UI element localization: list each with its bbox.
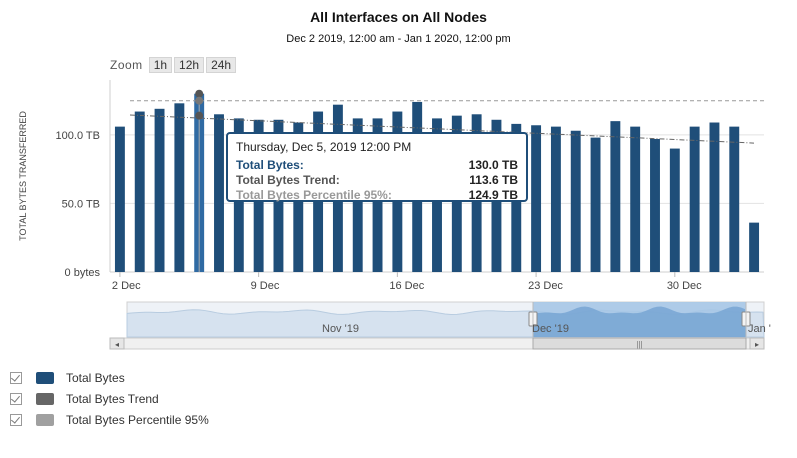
highlight-point: [195, 89, 204, 98]
bar[interactable]: [570, 130, 581, 272]
x-tick-label: 2 Dec: [112, 280, 141, 292]
chart-subtitle: Dec 2 2019, 12:00 am - Jan 1 2020, 12:00…: [286, 33, 511, 45]
scrollbar-grip-icon: |||: [636, 340, 642, 349]
bar[interactable]: [174, 103, 185, 272]
bar[interactable]: [610, 121, 621, 273]
legend-label: Total Bytes Percentile 95%: [66, 413, 209, 427]
bar[interactable]: [709, 122, 720, 272]
tooltip-label: Total Bytes Percentile 95%:: [236, 188, 392, 202]
tooltip: Thursday, Dec 5, 2019 12:00 PM Total Byt…: [226, 132, 528, 202]
legend-swatch: [36, 372, 54, 384]
navigator-selected-series: [533, 306, 746, 337]
legend-item-trend[interactable]: Total Bytes Trend: [10, 389, 209, 409]
legend-item-percentile[interactable]: Total Bytes Percentile 95%: [10, 410, 209, 430]
zoom-24h-button[interactable]: 24h: [206, 57, 237, 73]
chart-area: 0 bytes 50.0 TB 100.0 TB 2 Dec 9 Dec 16 Dec 23…: [18, 80, 771, 350]
legend-swatch: [36, 393, 54, 405]
checkbox-icon[interactable]: [10, 393, 22, 405]
bar[interactable]: [729, 126, 740, 272]
legend-label: Total Bytes Trend: [66, 392, 159, 406]
navigator-label: Nov '19: [322, 323, 359, 335]
legend-swatch: [36, 414, 54, 426]
bar[interactable]: [550, 126, 561, 272]
tooltip-row-total-bytes: Total Bytes: 130.0 TB: [236, 158, 518, 172]
zoom-1h-button[interactable]: 1h: [148, 57, 173, 73]
tooltip-value: 124.9 TB: [468, 188, 518, 202]
bar[interactable]: [689, 126, 700, 272]
navigator[interactable]: Nov '19 Dec '19 Jan ' ||| ◂ ▸: [109, 301, 771, 350]
tooltip-value: 130.0 TB: [468, 158, 518, 172]
navigator-label: Dec '19: [532, 323, 569, 335]
scroll-right-button[interactable]: [749, 337, 765, 350]
tooltip-label: Total Bytes Trend:: [236, 173, 340, 187]
y-tick-label: 100.0 TB: [56, 130, 100, 142]
checkbox-icon[interactable]: [10, 372, 22, 384]
chart-title: All Interfaces on All Nodes: [310, 9, 487, 25]
bar[interactable]: [214, 114, 224, 273]
checkbox-icon[interactable]: [10, 414, 22, 426]
bar[interactable]: [650, 138, 660, 272]
y-tick-label: 50.0 TB: [62, 198, 100, 210]
tooltip-row-percentile: Total Bytes Percentile 95%: 124.9 TB: [236, 188, 518, 202]
legend-item-total-bytes[interactable]: Total Bytes: [10, 368, 209, 388]
x-tick-label: 30 Dec: [667, 280, 702, 292]
zoom-12h-button[interactable]: 12h: [174, 57, 205, 73]
tooltip-row-trend: Total Bytes Trend: 113.6 TB: [236, 173, 518, 187]
bar[interactable]: [531, 125, 542, 272]
navigator-label: Jan ': [748, 323, 771, 335]
x-tick-label: 9 Dec: [251, 280, 280, 292]
arrow-left-icon: ◂: [115, 340, 119, 349]
zoom-controls: Zoom 1h 12h 24h: [110, 57, 237, 73]
bar[interactable]: [154, 108, 165, 272]
tooltip-label: Total Bytes:: [236, 158, 304, 172]
bar[interactable]: [114, 126, 125, 272]
bar[interactable]: [134, 111, 145, 273]
y-tick-label: 0 bytes: [65, 267, 101, 279]
bar[interactable]: [749, 222, 760, 272]
tooltip-date: Thursday, Dec 5, 2019 12:00 PM: [236, 140, 412, 154]
legend-label: Total Bytes: [66, 371, 125, 385]
zoom-label: Zoom: [110, 58, 143, 72]
x-tick-label: 23 Dec: [528, 280, 563, 292]
arrow-right-icon: ▸: [755, 340, 759, 349]
bar[interactable]: [590, 137, 601, 272]
trend-line: [129, 114, 755, 144]
scroll-left-button[interactable]: [109, 337, 125, 350]
bar[interactable]: [669, 148, 680, 272]
bar[interactable]: [630, 126, 641, 272]
y-axis-label: TOTAL BYTES TRANSFERRED: [18, 111, 28, 241]
scrollbar-thumb[interactable]: [532, 337, 747, 350]
percentile-point: [195, 96, 204, 105]
trend-point: [195, 111, 204, 120]
tooltip-value: 113.6 TB: [469, 173, 518, 187]
x-tick-label: 16 Dec: [389, 280, 424, 292]
legend: Total Bytes Total Bytes Trend Total Byte…: [10, 368, 209, 431]
